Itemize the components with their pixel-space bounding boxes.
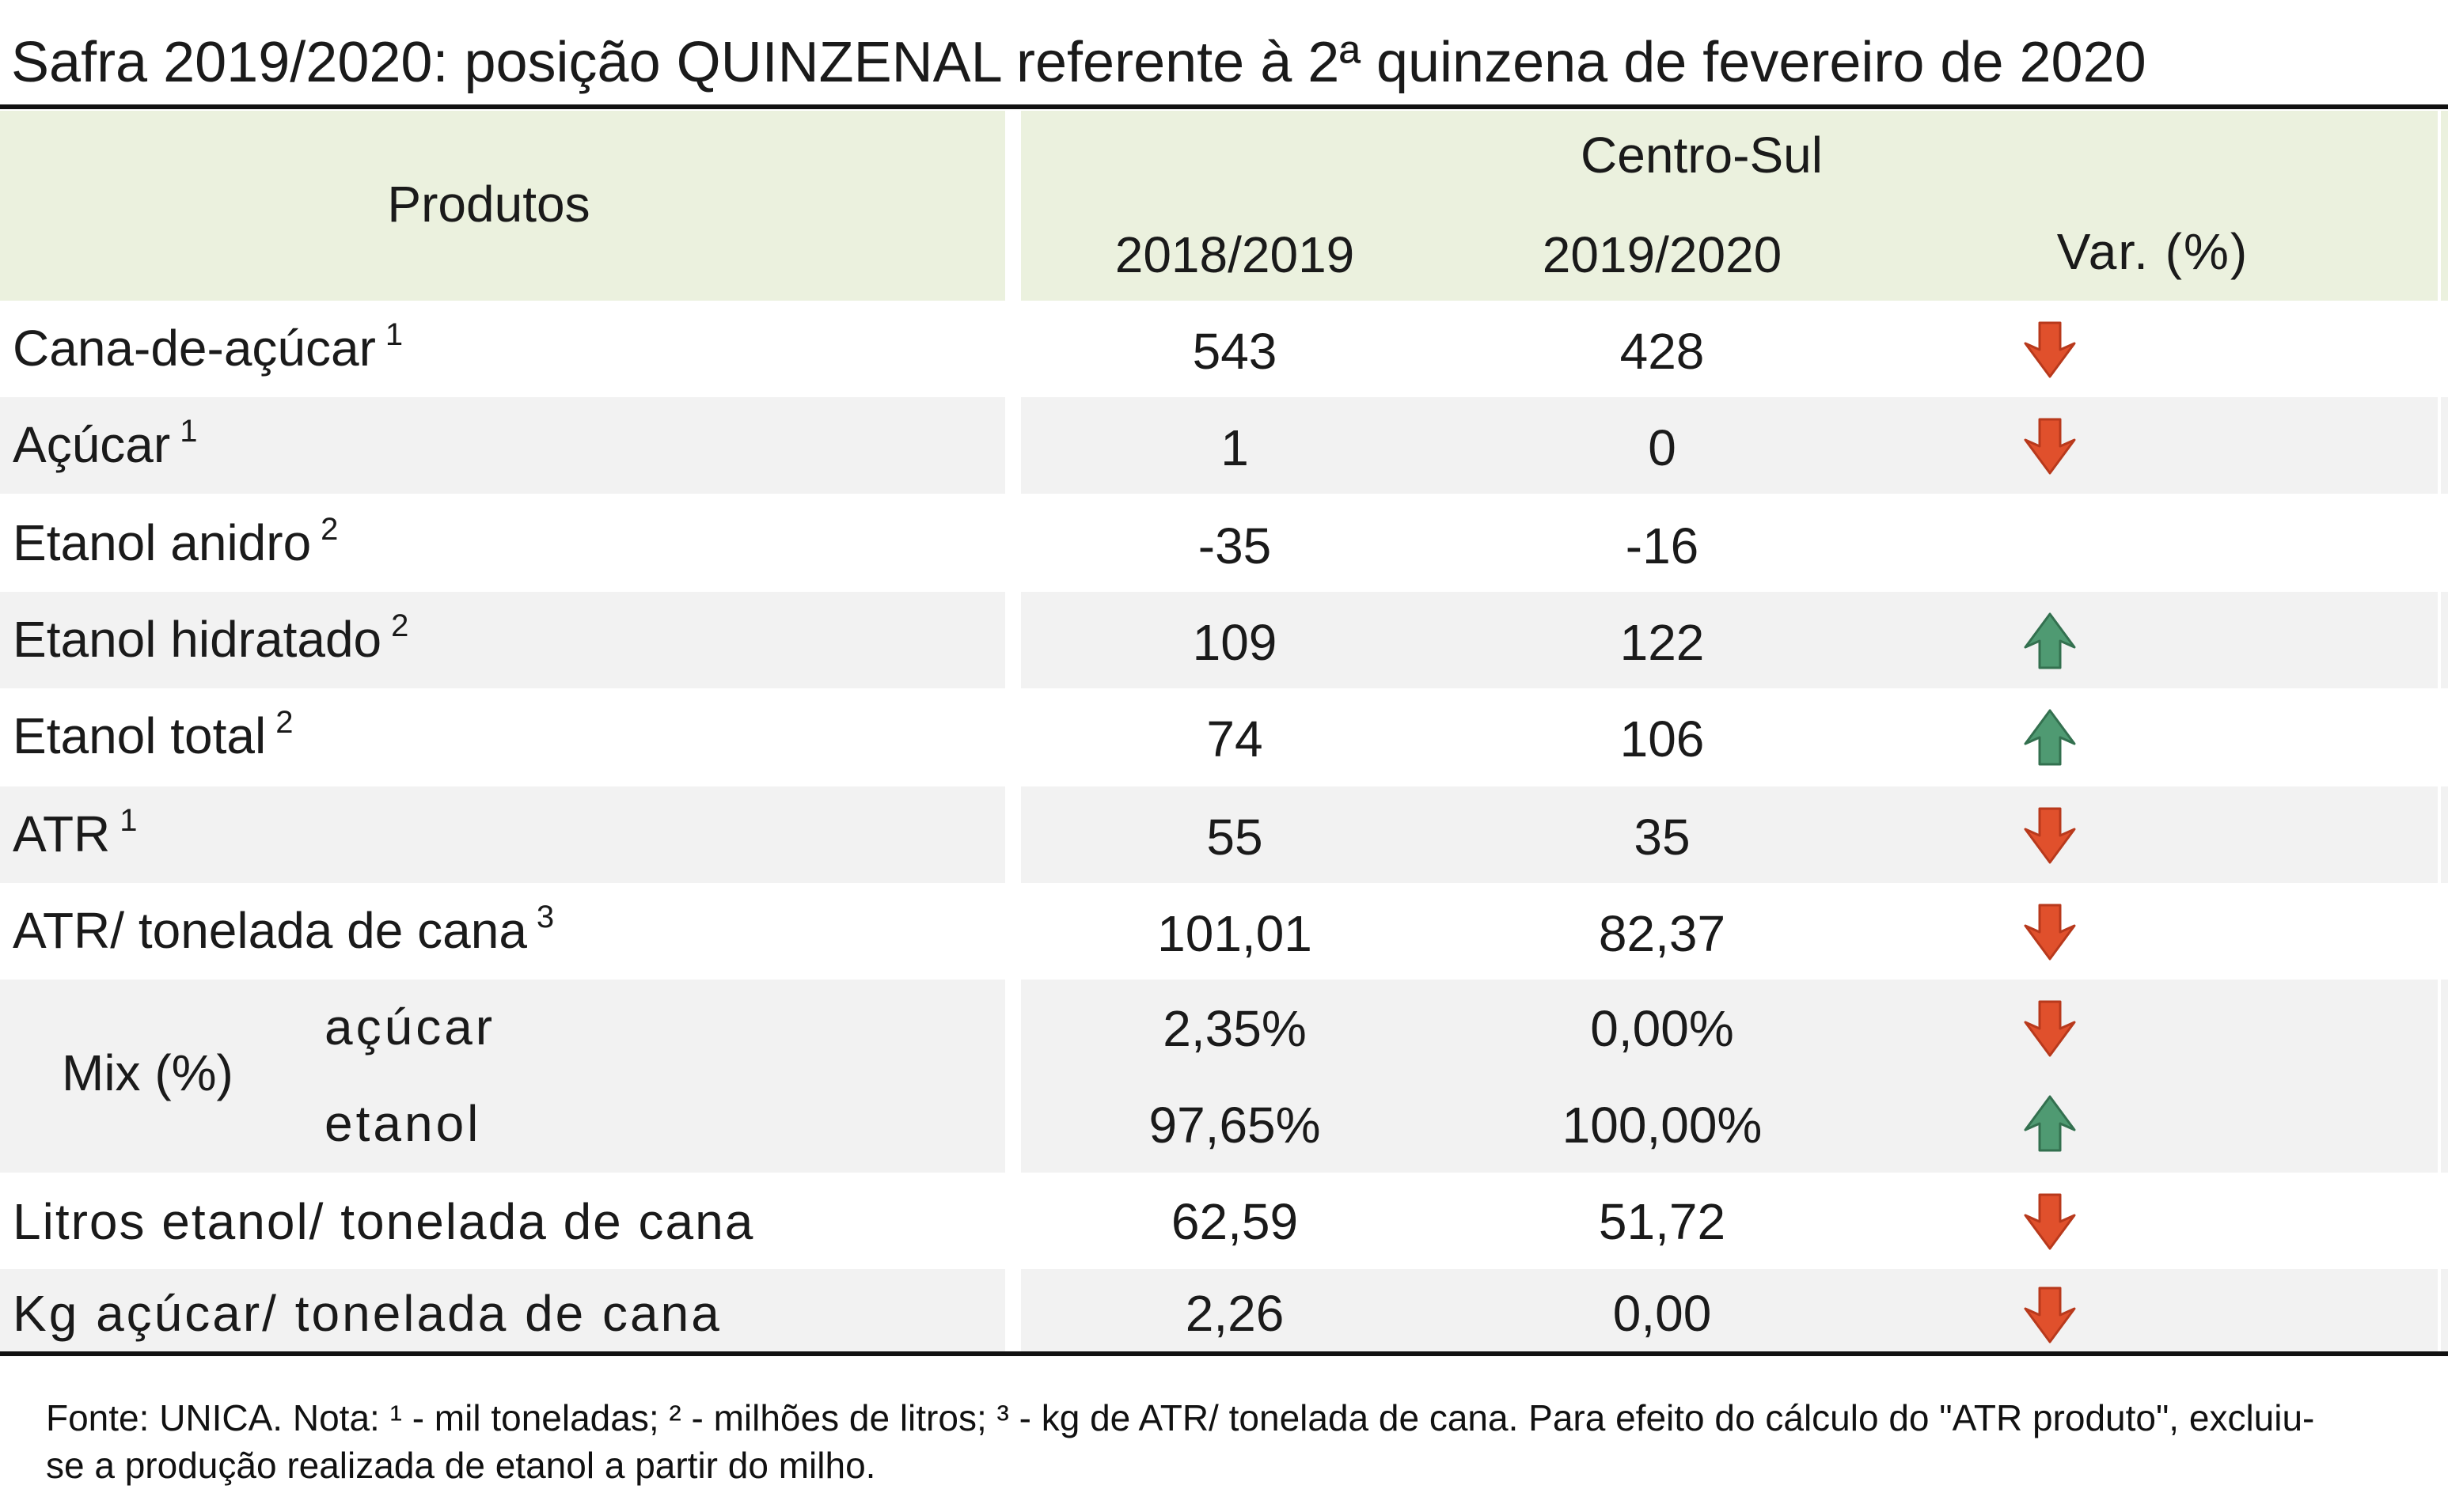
header-col-2019: 2019/2020 [1542,226,1782,283]
row-label-cana: Cana-de-açúcar 1 [13,317,404,377]
row-label-mix-acucar: açúcar [325,999,496,1055]
row-band [1021,397,2438,494]
row-label-etanol-hidratado: Etanol hidratado 2 [13,608,409,668]
header-produtos: Produtos [387,176,590,233]
cell-mix-acucar-2018: 2,35% [1163,1000,1307,1057]
cell-etanol-total-2018: 74 [1206,711,1263,767]
row-band [1021,1269,2438,1351]
header-col-2018: 2018/2019 [1114,226,1355,283]
cell-mix-etanol-2018: 97,65% [1148,1097,1321,1154]
row-band [0,397,1005,494]
row-band [1021,980,2438,1173]
arrow-up-icon [2022,1093,2078,1154]
row-band [2441,786,2448,883]
table-top-rule [0,104,2448,109]
cell-acucar-2018: 1 [1220,419,1249,476]
row-band [0,786,1005,883]
cell-etanol-total-2019: 106 [1619,711,1705,767]
row-band [2441,397,2448,494]
cell-etanol-hidratado-2018: 109 [1192,614,1277,671]
row-label-etanol-total: Etanol total 2 [13,705,294,764]
cell-etanol-anidro-2018: -35 [1197,517,1272,574]
page-title: Safra 2019/2020: posição QUINZENAL refer… [11,31,2146,94]
arrow-down-icon [2022,416,2078,476]
arrow-down-icon [2022,1285,2078,1345]
header-cell-extra [2441,111,2448,301]
row-band [2441,980,2448,1173]
row-label-litros-etanol: Litros etanol/ tonelada de cana [13,1193,755,1250]
row-band [2441,592,2448,688]
cell-kg-acucar-2019: 0,00 [1612,1285,1712,1342]
cell-cana-2019: 428 [1619,323,1705,380]
cell-etanol-hidratado-2019: 122 [1619,614,1705,671]
row-label-atr: ATR 1 [13,803,138,862]
header-col-var: Var. (%) [2056,223,2249,280]
cell-atr-2018: 55 [1206,809,1263,866]
row-label-acucar: Açúcar 1 [13,414,198,473]
arrow-up-icon [2022,707,2078,767]
row-label-mix-etanol: etanol [325,1095,482,1152]
table-bottom-rule [0,1351,2448,1356]
row-label-etanol-anidro: Etanol anidro 2 [13,512,339,571]
row-band [0,980,1005,1173]
arrow-down-icon [2022,320,2078,380]
arrow-up-icon [2022,611,2078,671]
footnote: Fonte: UNICA. Nota: ¹ - mil toneladas; ²… [46,1397,2315,1486]
arrow-down-icon [2022,999,2078,1059]
row-band [2441,1269,2448,1351]
cell-mix-etanol-2019: 100,00% [1562,1097,1763,1154]
row-label-mix: Mix (%) [62,1044,233,1101]
cell-mix-acucar-2019: 0,00% [1590,1000,1734,1057]
row-label-kg-acucar: Kg açúcar/ tonelada de cana [13,1285,722,1342]
header-cell-centro-sul [1021,111,2438,301]
arrow-down-icon [2022,805,2078,866]
row-label-atr-tonelada: ATR/ tonelada de cana 3 [13,900,555,959]
cell-atr-tonelada-2018: 101,01 [1157,905,1312,962]
cell-acucar-2019: 0 [1648,419,1676,476]
row-band [1021,786,2438,883]
arrow-down-icon [2022,1192,2078,1252]
cell-atr-2019: 35 [1634,809,1691,866]
arrow-down-icon [2022,902,2078,962]
cell-cana-2018: 543 [1192,323,1277,380]
cell-etanol-anidro-2019: -16 [1625,517,1699,574]
row-band [1021,592,2438,688]
cell-atr-tonelada-2019: 82,37 [1598,905,1726,962]
cell-litros-etanol-2018: 62,59 [1171,1193,1299,1250]
header-region: Centro-Sul [1581,127,1823,184]
header-cell-produtos [0,111,1005,301]
row-band [0,1269,1005,1351]
cell-litros-etanol-2019: 51,72 [1598,1193,1726,1250]
cell-kg-acucar-2018: 2,26 [1185,1285,1285,1342]
row-band [0,592,1005,688]
